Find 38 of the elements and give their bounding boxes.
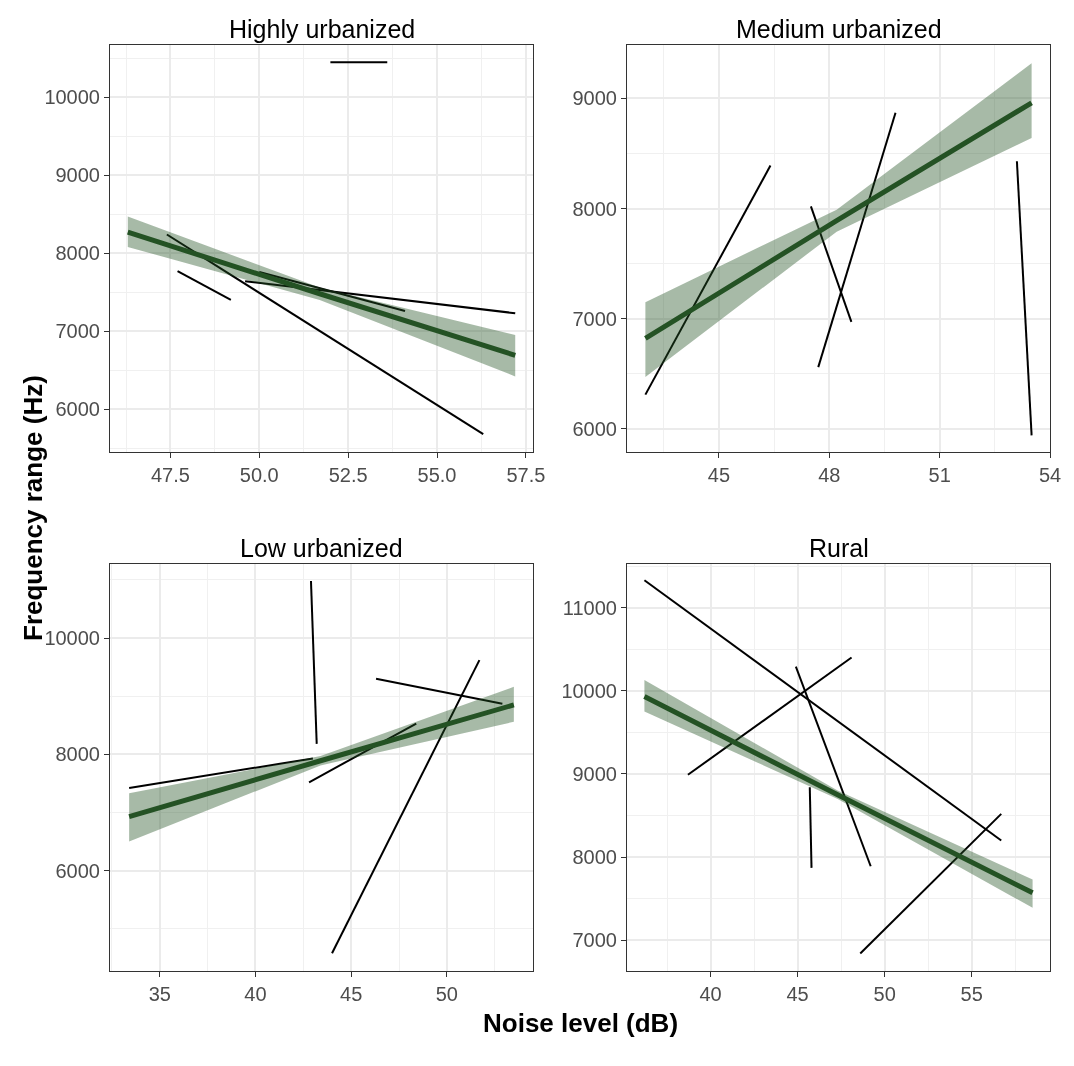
y-tick-label: 7000 (55, 320, 100, 343)
x-tick-label: 54 (1038, 464, 1062, 487)
x-tick-label: 50 (435, 983, 458, 1005)
y-tick-label: 7000 (572, 307, 617, 330)
x-tick-label: 55 (960, 983, 983, 1005)
y-tick-label: 6000 (55, 398, 100, 421)
x-tick-label: 47.5 (150, 464, 190, 487)
x-tick-label: 45 (786, 983, 809, 1005)
y-tick-label: 8000 (572, 846, 617, 869)
y-tick-label: 7000 (572, 929, 617, 952)
x-tick-label: 45 (707, 464, 731, 487)
x-tick-label: 50 (873, 983, 896, 1005)
x-tick-label: 50.0 (239, 464, 279, 487)
y-tick-label: 8000 (572, 197, 617, 220)
chart-title: Highly urbanized (229, 15, 416, 43)
x-tick-label: 35 (148, 983, 171, 1005)
x-tick-label: 40 (699, 983, 722, 1005)
y-tick-label: 6000 (55, 859, 100, 882)
y-tick-label: 10000 (561, 679, 617, 702)
y-tick-label: 8000 (55, 242, 100, 265)
y-tick-label: 8000 (55, 743, 100, 766)
y-tick-label: 10000 (44, 86, 100, 109)
x-tick-label: 55.0 (417, 464, 457, 487)
chart-title: Low urbanized (240, 534, 403, 562)
y-tick-label: 9000 (572, 87, 617, 110)
y-tick-label: 11000 (562, 596, 617, 619)
x-tick-label: 40 (244, 983, 267, 1005)
y-tick-label: 9000 (572, 762, 617, 785)
x-tick-label: 51 (928, 464, 951, 487)
y-tick-label: 6000 (572, 417, 617, 440)
chart-title: Rural (809, 534, 869, 562)
x-tick-label: 52.5 (328, 464, 368, 487)
chart-title: Medium urbanized (736, 15, 942, 43)
x-tick-label: 45 (340, 983, 363, 1005)
x-tick-label: 48 (818, 464, 841, 487)
x-axis-title: Noise level (dB) (483, 1008, 679, 1038)
x-tick-label: 57.5 (506, 464, 546, 487)
y-tick-label: 9000 (55, 164, 100, 187)
